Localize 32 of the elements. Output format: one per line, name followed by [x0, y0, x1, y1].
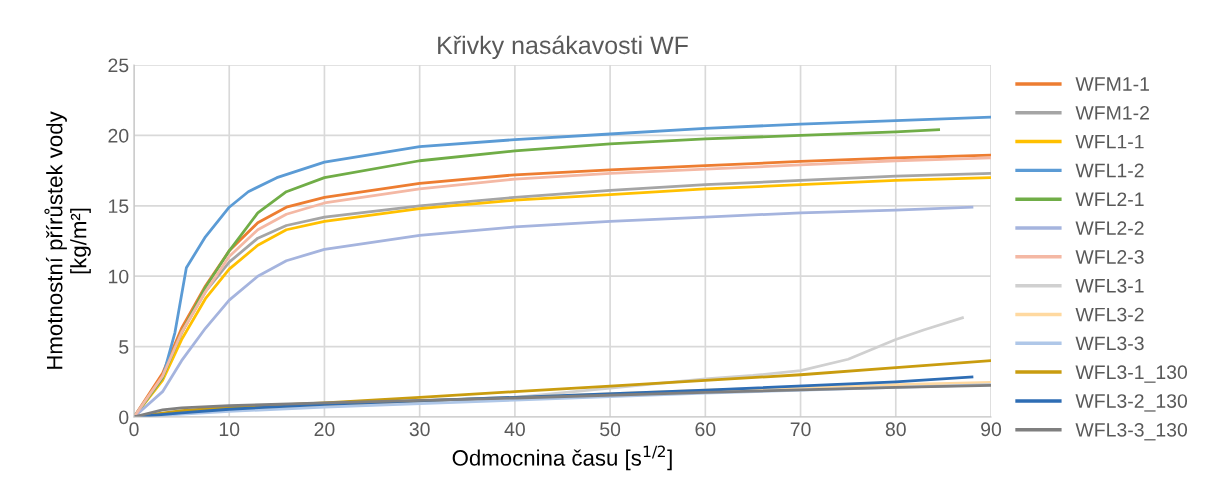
- y-tick-label: 20: [108, 128, 129, 143]
- x-tick-label: 50: [600, 422, 621, 437]
- legend-label: WFL1-1: [1075, 134, 1144, 149]
- x-tick-label: 20: [314, 422, 335, 437]
- legend-label: WFL2-3: [1075, 250, 1144, 264]
- x-tick-label: 10: [219, 422, 240, 437]
- y-tick-label: 0: [119, 410, 129, 425]
- x-axis-title: Odmocnina času [s$^{1/2}$]: [452, 445, 672, 471]
- legend-label: WFL2-2: [1075, 221, 1144, 235]
- y-tick-label: 15: [109, 199, 129, 214]
- legend-label: WFL2-1: [1075, 192, 1144, 206]
- y-tick-label: 25: [108, 58, 129, 73]
- x-tick-label: 30: [409, 422, 430, 437]
- x-tick-label: 0: [129, 422, 139, 437]
- legend-label: WFL3-1_130: [1075, 365, 1188, 383]
- legend-label: WFL3-2_130: [1075, 394, 1188, 412]
- y-tick-label: 5: [119, 340, 129, 354]
- legend-label: WFL1-2: [1075, 163, 1144, 178]
- x-tick-label: 70: [790, 422, 811, 437]
- legend-label: WFM1-1: [1075, 77, 1149, 91]
- x-tick-label: 80: [885, 422, 906, 437]
- legend-label: WFL3-2: [1075, 307, 1144, 322]
- x-tick-label: 40: [504, 422, 525, 437]
- y-axis-title: Hmotnostní přírůstek vody [kg/m²]: [44, 111, 91, 369]
- legend-label: WFL3-3: [1075, 336, 1144, 351]
- legend-label: WFM1-2: [1075, 105, 1149, 120]
- legend-label: WFL3-1: [1075, 278, 1144, 293]
- legend-label: WFL3-3_130: [1075, 422, 1188, 441]
- chart-title: Křivky nasákavosti WF: [438, 35, 688, 60]
- y-tick-label: 10: [109, 269, 129, 284]
- x-tick-label: 60: [695, 422, 716, 437]
- x-tick-label: 90: [981, 422, 1002, 437]
